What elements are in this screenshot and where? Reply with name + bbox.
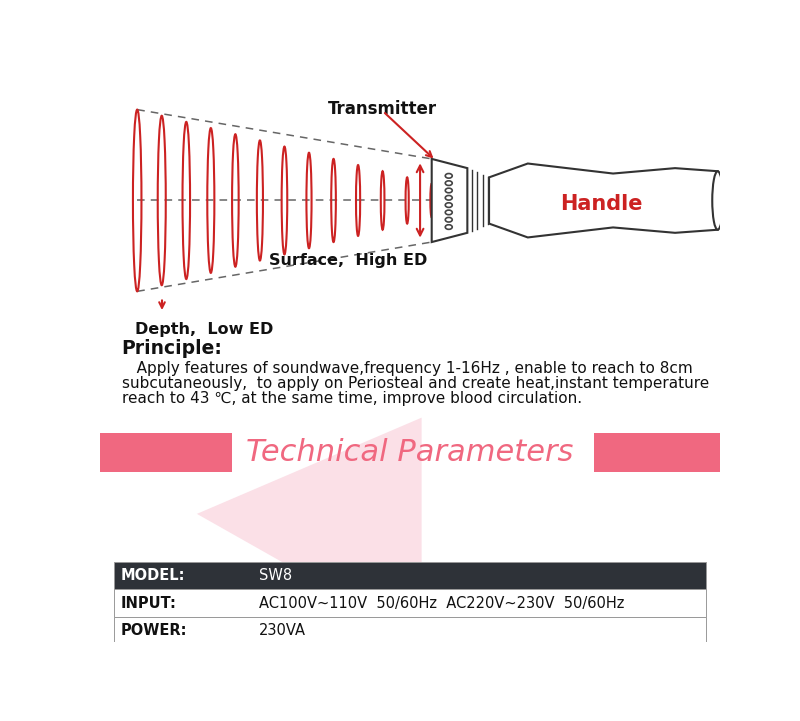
Text: Transmitter: Transmitter (328, 100, 438, 118)
Text: MODEL:: MODEL: (120, 568, 185, 583)
Bar (594, 433, 720, 472)
Text: AC100V~110V  50/60Hz  AC220V~230V  50/60Hz: AC100V~110V 50/60Hz AC220V~230V 50/60Hz (259, 596, 624, 611)
Text: INPUT:: INPUT: (120, 596, 176, 611)
Polygon shape (432, 159, 467, 242)
Text: Depth,  Low ED: Depth, Low ED (135, 322, 274, 337)
Text: Handle: Handle (560, 195, 642, 214)
Polygon shape (489, 164, 718, 237)
Text: Principle:: Principle: (122, 339, 222, 358)
Text: Technical Parameters: Technical Parameters (246, 438, 574, 466)
Text: POWER:: POWER: (120, 624, 186, 638)
Bar (100, 433, 232, 472)
Text: 230VA: 230VA (259, 624, 306, 638)
Text: Apply features of soundwave,frequency 1-16Hz , enable to reach to 8cm: Apply features of soundwave,frequency 1-… (122, 360, 693, 376)
Text: reach to 43 ℃, at the same time, improve blood circulation.: reach to 43 ℃, at the same time, improve… (122, 392, 582, 407)
Text: subcutaneously,  to apply on Periosteal and create heat,instant temperature: subcutaneously, to apply on Periosteal a… (122, 376, 709, 391)
Bar (114, 617, 706, 645)
Text: Surface,  High ED: Surface, High ED (269, 253, 427, 267)
Text: SW8: SW8 (259, 568, 292, 583)
Polygon shape (197, 417, 422, 641)
Ellipse shape (712, 171, 723, 230)
Bar (114, 589, 706, 617)
Bar (114, 562, 706, 589)
